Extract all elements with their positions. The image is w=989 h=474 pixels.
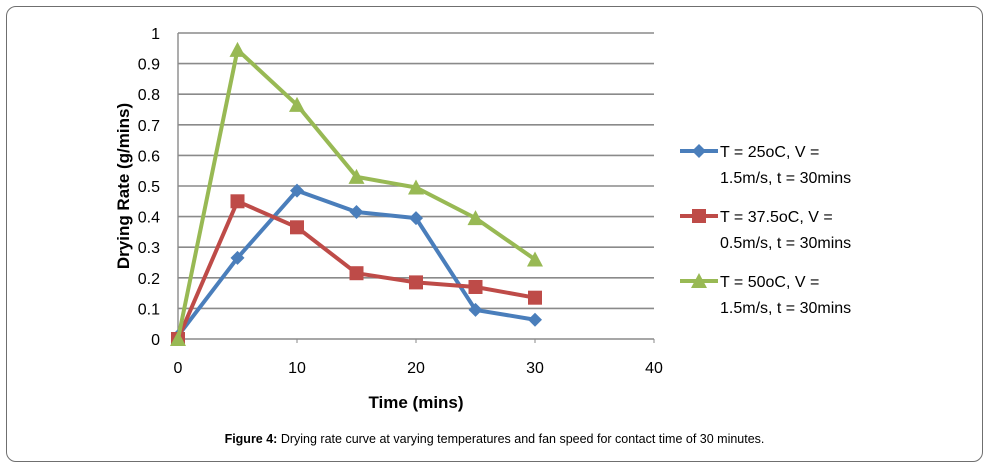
- data-point: [348, 168, 365, 184]
- data-point: [528, 290, 542, 305]
- data-point: [468, 279, 483, 294]
- legend-label: 1.5m/s, t = 30mins: [720, 300, 851, 317]
- data-point: [467, 210, 484, 226]
- y-tick-label: 0.9: [138, 57, 160, 74]
- y-tick-label: 0: [151, 332, 160, 349]
- y-tick-label: 0.1: [138, 301, 160, 318]
- gridlines: [178, 32, 654, 310]
- data-point: [230, 250, 245, 265]
- x-tick-label: 20: [407, 360, 425, 377]
- x-tick-labels: 0 10 20 30 40: [174, 360, 663, 377]
- figure-caption: Figure 4: Drying rate curve at varying t…: [0, 432, 989, 446]
- y-tick-label: 0.2: [138, 271, 160, 288]
- legend-entry-1: T = 25oC, V = 1.5m/s, t = 30mins: [680, 144, 851, 187]
- data-point: [409, 275, 423, 290]
- data-point: [290, 183, 304, 198]
- legend-marker: [692, 144, 706, 158]
- series-group: [170, 41, 543, 346]
- caption-text: Drying rate curve at varying temperature…: [277, 432, 765, 446]
- data-point: [528, 312, 542, 327]
- data-point: [170, 331, 186, 346]
- figure-frame: [6, 6, 983, 462]
- series-1: [171, 183, 542, 343]
- data-point: [408, 179, 424, 195]
- y-tick-label: 0.5: [138, 179, 160, 196]
- legend: T = 25oC, V = 1.5m/s, t = 30mins T = 37.5o…: [680, 144, 851, 317]
- data-point: [409, 211, 423, 226]
- x-tick-label: 30: [526, 360, 544, 377]
- data-point: [290, 220, 304, 235]
- data-point: [229, 41, 246, 57]
- x-tick-label: 0: [174, 360, 183, 377]
- y-axis-label: Drying Rate (g/mins): [114, 103, 133, 269]
- y-tick-label: 0.8: [138, 87, 160, 104]
- x-axis-label: Time (mins): [368, 393, 463, 412]
- legend-label: T = 50oC, V =: [720, 274, 819, 291]
- legend-entry-2: T = 37.5oC, V = 0.5m/s, t = 30mins: [680, 209, 851, 252]
- legend-marker: [692, 209, 706, 223]
- data-point: [349, 205, 364, 220]
- legend-label: 1.5m/s, t = 30mins: [720, 170, 851, 187]
- y-tick-label: 1: [151, 26, 160, 43]
- legend-entry-3: T = 50oC, V = 1.5m/s, t = 30mins: [680, 273, 851, 317]
- data-point: [349, 266, 364, 281]
- legend-label: T = 37.5oC, V =: [720, 209, 833, 226]
- x-tick-label: 10: [288, 360, 306, 377]
- y-tick-label: 0.6: [138, 148, 160, 165]
- series-3: [170, 41, 543, 346]
- y-tick-label: 0.4: [138, 210, 160, 227]
- legend-label: 0.5m/s, t = 30mins: [720, 235, 851, 252]
- data-point: [289, 96, 305, 112]
- data-point: [527, 251, 543, 267]
- caption-label: Figure 4:: [224, 432, 278, 446]
- y-tick-label: 0.3: [138, 240, 160, 257]
- x-tick-label: 40: [645, 360, 663, 377]
- y-tick-labels: 0 0.1 0.2 0.3 0.4 0.5 0.6 0.7 0.8 0.9 1: [138, 26, 160, 349]
- legend-marker: [691, 273, 707, 288]
- legend-label: T = 25oC, V =: [720, 144, 819, 161]
- data-point: [468, 302, 483, 317]
- y-tick-label: 0.7: [138, 118, 160, 135]
- data-point: [230, 194, 245, 209]
